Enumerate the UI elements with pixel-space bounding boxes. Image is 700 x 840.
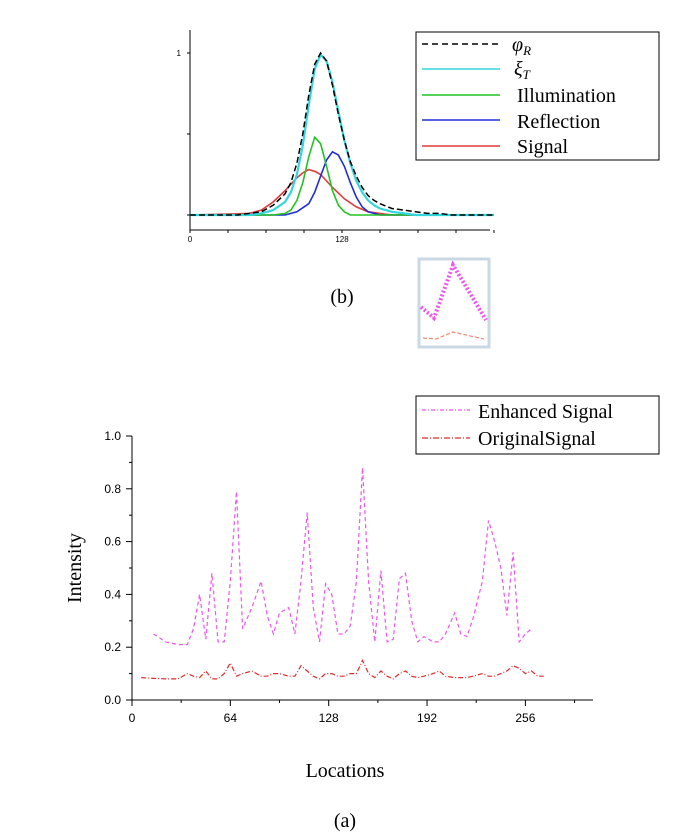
legend-label-illumination: Illumination	[517, 85, 616, 107]
chart-b-series-2	[190, 135, 494, 216]
chart-b-y-tick-1: 1	[177, 49, 182, 58]
chart-b-series-0	[190, 51, 494, 216]
legend-symbol-xi: ξ	[514, 58, 523, 80]
chart-b-legend-box	[415, 31, 660, 161]
legend-subscript-t: T	[523, 67, 531, 82]
legend-subscript-r: R	[522, 43, 531, 58]
legend-label-phi-r: φR	[512, 34, 531, 58]
chart-b-series	[189, 51, 494, 217]
chart-a-ticks	[126, 435, 576, 706]
chart-a-series-0	[153, 467, 532, 646]
inset-border	[417, 257, 491, 349]
chart-a-series	[141, 467, 544, 680]
legend-symbol-phi: φ	[512, 34, 523, 56]
chart-a-y-tick-label: 0.2	[104, 640, 121, 654]
chart-a: 0 64 128 192 256 0.0 0.2 0.4 0.6 0.8 1.0 Location…	[64, 395, 660, 832]
chart-b-series-3	[190, 150, 494, 216]
inset-upper-line	[419, 260, 488, 322]
legend-label-signal: Signal	[517, 136, 569, 158]
chart-a-x-label: Locations	[306, 760, 385, 782]
chart-b-ticks	[187, 52, 495, 233]
legend-label-original-signal: OriginalSignal	[478, 428, 596, 450]
chart-b-x-tick-128: 128	[335, 235, 349, 244]
chart-a-x-tick-label: 192	[417, 711, 437, 725]
chart-a-x-tick-label: 256	[515, 711, 535, 725]
inset-thumbnail	[417, 257, 491, 349]
chart-a-y-tick-label: 1.0	[104, 429, 121, 443]
chart-a-legend-box	[415, 395, 660, 455]
chart-a-x-tick-label: 64	[224, 711, 238, 725]
chart-a-y-tick-label: 0.0	[104, 693, 121, 707]
chart-a-y-label: Intensity	[64, 533, 86, 603]
chart-b-legend: φR ξT Illumination Reflection Signal	[415, 31, 660, 161]
chart-a-y-tick-labels: 0.0 0.2 0.4 0.6 0.8 1.0	[104, 429, 121, 707]
chart-a-legend: Enhanced Signal OriginalSignal	[415, 395, 660, 455]
legend-label-xi-t: ξT	[514, 58, 531, 82]
chart-a-x-tick-label: 128	[319, 711, 339, 725]
chart-a-x-tick-labels: 0 64 128 192 256	[129, 711, 536, 725]
legend-label-enhanced-signal: Enhanced Signal	[478, 401, 613, 423]
inset-lower-line	[422, 331, 485, 340]
chart-a-y-tick-label: 0.8	[104, 482, 121, 496]
legend-label-reflection: Reflection	[517, 111, 600, 133]
chart-a-y-tick-label: 0.6	[104, 535, 121, 549]
chart-a-series-1	[141, 658, 544, 680]
chart-a-caption: (a)	[334, 810, 356, 832]
chart-b: 0 128 1 φR ξT Illumination Reflection Si…	[177, 30, 660, 308]
chart-a-x-tick-label: 0	[129, 711, 136, 725]
chart-b-caption: (b)	[330, 286, 353, 308]
chart-a-y-tick-label: 0.4	[104, 587, 121, 601]
chart-b-x-tick-0: 0	[188, 235, 193, 244]
